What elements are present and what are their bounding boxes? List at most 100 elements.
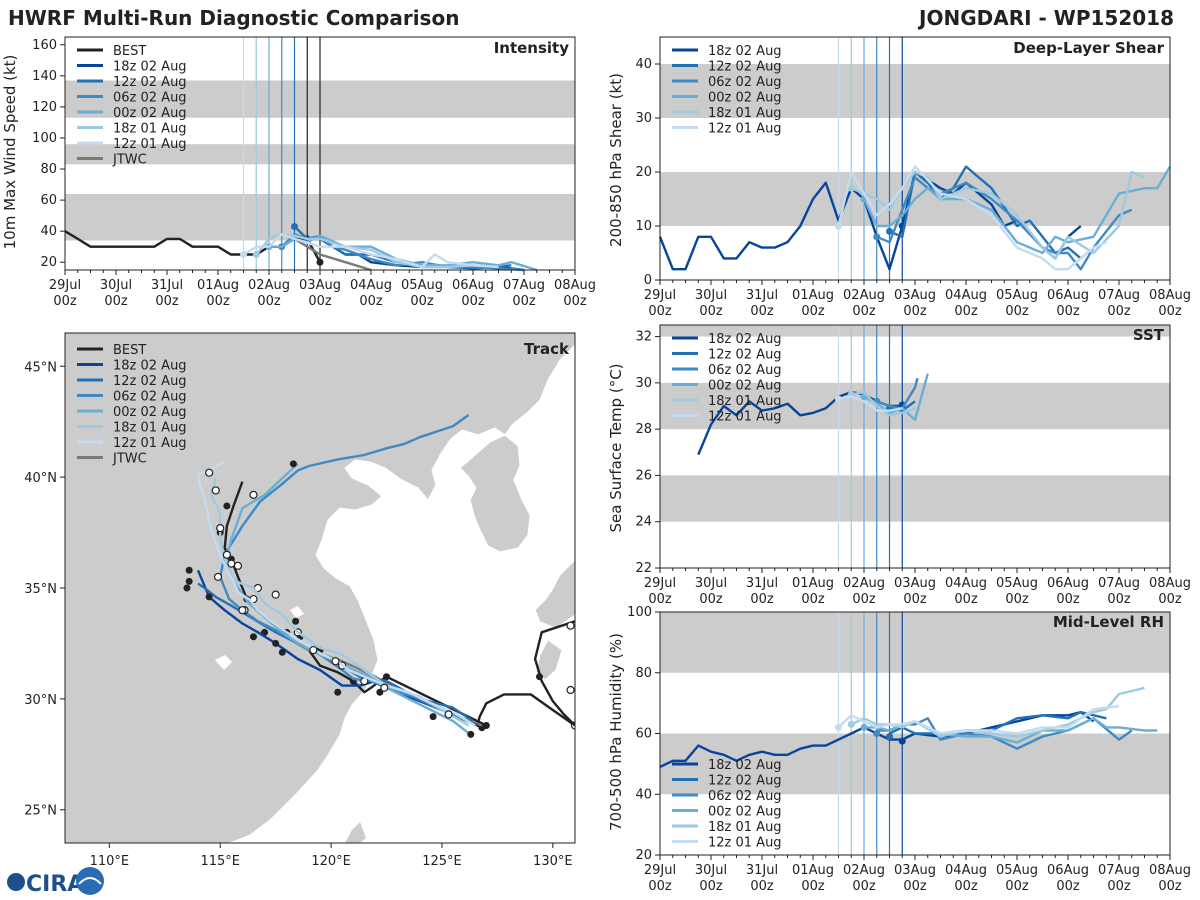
x-tick-label: 02Aug [248,278,290,293]
x-tick-label: 00z [648,592,672,607]
track-point-open [205,468,214,477]
track-point-filled [292,617,300,625]
track-point-filled [223,502,231,510]
shear-series [658,165,1172,271]
x-tick-label: 06Aug [1047,863,1089,878]
x-tick-label: 30Jul [695,576,727,591]
legend-label-00z-02-aug: 00z 02 Aug [708,379,782,394]
y-tick-label: 60 [635,727,652,742]
sst-title: SST [1133,326,1165,344]
threshold-band [660,325,1170,337]
x-tick-label: 00z [852,592,876,607]
x-tick-label: 01Aug [792,288,834,303]
threshold-band [660,612,1170,673]
series-point-12z-01-aug [835,723,842,731]
series-line-12z-01-aug [837,705,1120,735]
x-tick-label: 30Jul [100,278,132,293]
x-tick-label: 29Jul [644,576,676,591]
x-tick-label: 00z [954,879,978,894]
x-tick-label: 00z [1107,592,1131,607]
track-line-best [533,620,575,727]
y-tick-label: 60 [40,193,57,208]
legend-label-12z-01-aug: 12z 01 Aug [113,137,187,152]
lat-tick-label: 30°N [24,693,57,708]
intensity-title: Intensity [494,39,570,57]
lon-tick-label: 125°E [422,854,462,869]
track-point-open [566,621,575,630]
legend-label-12z-01-aug: 12z 01 Aug [708,410,782,425]
x-tick-label: 31Jul [151,278,183,293]
lon-tick-label: 120°E [311,854,351,869]
y-tick-label: 32 [635,330,652,345]
series-point-18z-02-aug [898,737,906,745]
x-tick-label: 04Aug [350,278,392,293]
y-tick-label: 30 [635,376,652,391]
shear-title: Deep-Layer Shear [1013,39,1164,57]
y-tick-label: 100 [32,131,57,146]
x-tick-label: 00z [461,294,485,309]
lat-tick-label: 25°N [24,804,57,819]
x-tick-label: 07Aug [503,278,545,293]
rh-panel: 2040608010029Jul00z30Jul00z31Jul00z01Aug… [607,605,1191,894]
x-tick-label: 00z [1056,879,1080,894]
track-point-open [222,550,231,559]
x-tick-label: 08Aug [1149,863,1191,878]
series-point-06z-02-aug [873,233,881,241]
x-tick-label: 02Aug [843,576,885,591]
track-point-open [213,572,223,582]
y-tick-label: 40 [635,57,652,72]
x-tick-label: 29Jul [644,863,676,878]
y-tick-label: 20 [635,165,652,180]
legend-label-06z-02-aug: 06z 02 Aug [708,363,782,378]
legend-label-18z-01-aug: 18z 01 Aug [708,106,782,121]
x-tick-label: 00z [1158,304,1182,319]
taiwan-landmass [345,822,366,843]
lat-tick-label: 40°N [24,471,57,486]
x-tick-label: 06Aug [452,278,494,293]
sst-ylabel: Sea Surface Temp (°C) [607,363,625,532]
track-point-filled [185,566,193,574]
track-point-filled [289,460,297,468]
x-tick-label: 06Aug [1047,288,1089,303]
y-tick-label: 40 [635,787,652,802]
intensity-axes: 2040608010012014016029Jul00z30Jul00z31Ju… [32,36,596,309]
x-tick-label: 00z [308,294,332,309]
x-tick-label: 00z [903,879,927,894]
track-point-open [216,524,225,533]
cira-logo: CIRA [7,867,104,897]
x-tick-label: 01Aug [792,576,834,591]
legend-label-06z-02-aug: 06z 02 Aug [113,390,187,405]
legend-label-06z-02-aug: 06z 02 Aug [708,789,782,804]
track-point-filled [272,639,280,647]
x-tick-label: 00z [699,879,723,894]
track-point-filled [334,688,342,696]
track-point-filled [429,713,437,721]
inland-lake [290,606,304,618]
x-tick-label: 04Aug [945,576,987,591]
x-tick-label: 00z [699,592,723,607]
track-line-00z-02-aug [223,462,474,738]
legend-label-12z-02-aug: 12z 02 Aug [113,75,187,90]
logo-text: CIRA [26,872,84,897]
x-tick-label: 07Aug [1098,288,1140,303]
track-point-filled [278,648,286,656]
x-tick-label: 00z [954,304,978,319]
sst-axes: 22242628303229Jul00z30Jul00z31Jul00z01Au… [635,324,1191,607]
lon-tick-label: 115°E [200,854,240,869]
x-tick-label: 00z [1005,304,1029,319]
x-tick-label: 00z [1005,879,1029,894]
legend-label-00z-02-aug: 00z 02 Aug [708,91,782,106]
y-tick-label: 26 [635,468,652,483]
x-tick-label: 06Aug [1047,576,1089,591]
legend-label-jtwc: JTWC [112,153,147,168]
x-tick-label: 00z [563,294,587,309]
series-line-18z-01-aug [850,686,1145,738]
y-tick-label: 0 [644,273,652,288]
x-tick-label: 02Aug [843,863,885,878]
china-landmass [65,333,575,843]
series-line-12z-01-aug [242,233,499,269]
x-tick-label: 00z [155,294,179,309]
